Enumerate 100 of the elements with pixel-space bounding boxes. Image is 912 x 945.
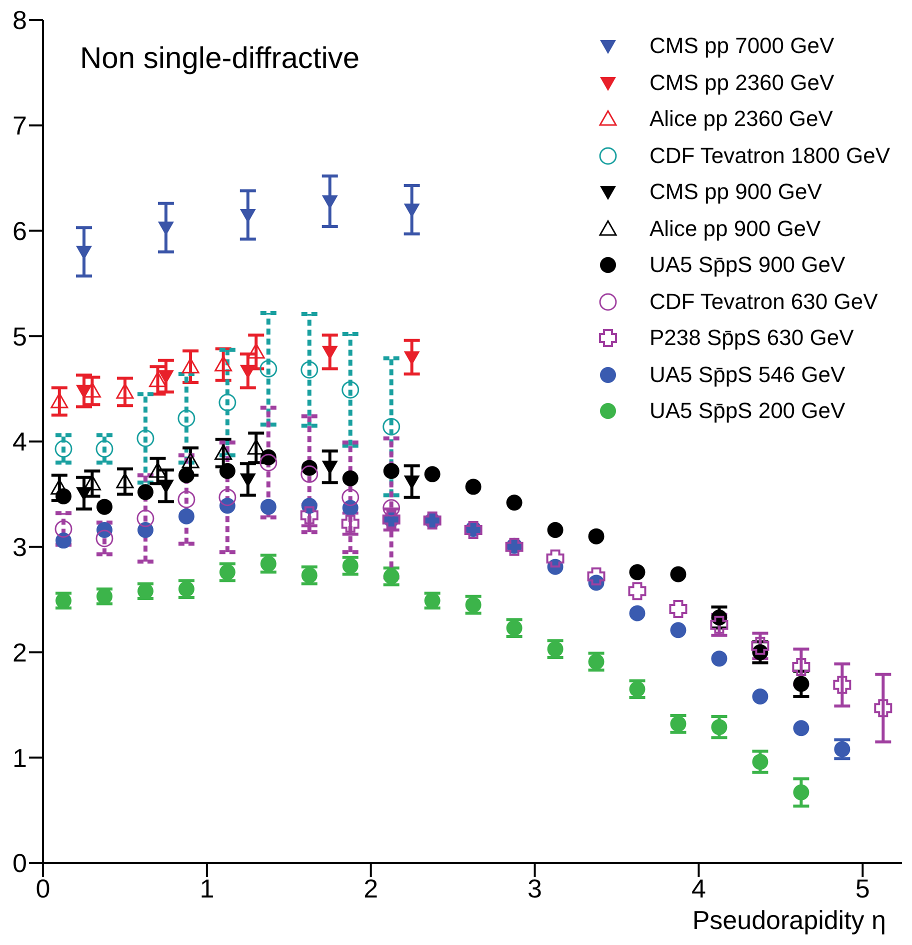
point	[383, 463, 400, 480]
point	[96, 440, 114, 458]
point	[54, 440, 72, 458]
point	[792, 658, 810, 676]
point	[137, 522, 154, 538]
point	[55, 532, 72, 549]
y-tick-label: 3	[12, 532, 27, 562]
point	[178, 508, 194, 524]
point	[136, 510, 154, 528]
y-tick-label: 6	[12, 216, 27, 246]
point	[793, 676, 810, 692]
point	[547, 522, 564, 538]
legend-label: CMS pp 2360 GeV	[650, 70, 834, 96]
x-tick-label: 1	[200, 873, 214, 904]
point	[260, 498, 276, 515]
point	[751, 636, 770, 655]
point	[240, 473, 256, 488]
point	[874, 699, 892, 718]
point	[214, 444, 232, 460]
point	[322, 460, 338, 475]
y-tick-label: 8	[12, 5, 27, 36]
y-tick-label: 2	[12, 637, 27, 668]
point	[83, 382, 101, 398]
legend-label: P238 Sp̄pS 630 GeV	[650, 325, 854, 352]
point	[588, 528, 604, 544]
point	[96, 530, 114, 548]
point	[149, 372, 166, 388]
legend-label: UA5 Sp̄pS 900 GeV	[650, 252, 846, 278]
point	[96, 498, 112, 515]
point	[382, 418, 400, 436]
point	[240, 364, 256, 379]
point	[50, 392, 68, 408]
point	[629, 605, 646, 622]
legend-label: Alice pp 900 GeV	[650, 216, 821, 242]
y-tick-label: 5	[12, 321, 27, 352]
point	[136, 430, 154, 448]
point	[465, 478, 482, 495]
y-tick-label: 1	[12, 742, 27, 773]
point	[300, 361, 318, 379]
point	[300, 506, 318, 524]
point	[669, 600, 688, 618]
point	[752, 688, 768, 705]
point	[182, 358, 200, 374]
x-tick-label: 3	[528, 873, 542, 904]
point	[149, 462, 166, 478]
point	[546, 549, 564, 568]
point	[116, 383, 134, 399]
point	[214, 356, 232, 372]
point	[247, 439, 265, 455]
point	[833, 676, 852, 694]
point	[670, 622, 686, 638]
legend-label: CMS pp 900 GeV	[650, 179, 822, 206]
y-tick-label: 0	[12, 848, 27, 878]
point	[247, 343, 265, 359]
point	[178, 490, 196, 508]
legend-label: UA5 Sp̄pS 200 GeV	[650, 398, 846, 424]
point	[218, 394, 236, 412]
point	[341, 514, 360, 533]
y-tick-label: 7	[12, 110, 27, 141]
x-tick-label: 2	[364, 873, 378, 904]
point	[793, 784, 810, 800]
x-axis-title: Pseudorapidity η	[692, 905, 886, 935]
point	[322, 346, 338, 360]
legend-label: CDF Tevatron 1800 GeV	[650, 142, 890, 169]
text: Non single-diffractive	[80, 42, 360, 76]
point	[240, 208, 256, 223]
point	[300, 465, 318, 483]
point	[219, 463, 236, 480]
legend-label: CMS pp 7000 GeV	[650, 33, 834, 60]
point	[834, 741, 850, 758]
point	[424, 466, 440, 482]
point	[587, 567, 606, 586]
point	[342, 381, 360, 399]
y-tick-label: 4	[12, 426, 27, 457]
point	[260, 454, 278, 472]
point	[342, 488, 360, 506]
x-tick-label: 5	[855, 873, 870, 904]
point	[83, 474, 101, 490]
point	[178, 410, 196, 428]
point	[628, 582, 646, 600]
x-tick-label: 0	[36, 873, 50, 904]
point	[711, 719, 728, 736]
point	[629, 564, 646, 580]
point	[752, 754, 768, 770]
point	[54, 520, 72, 538]
point	[218, 488, 236, 506]
point	[260, 360, 278, 378]
point	[116, 472, 134, 488]
legend-label: Alice pp 2360 GeV	[650, 106, 833, 132]
point	[711, 650, 728, 667]
x-tick-label: 4	[691, 873, 706, 904]
point	[506, 494, 522, 511]
legend-label: CDF Tevatron 630 GeV	[650, 288, 878, 315]
point	[342, 470, 358, 486]
point	[182, 452, 200, 468]
point	[178, 467, 194, 484]
point	[710, 616, 728, 634]
point	[137, 484, 154, 500]
legend-label: UA5 Sp̄pS 546 GeV	[650, 362, 846, 388]
point	[670, 566, 686, 582]
